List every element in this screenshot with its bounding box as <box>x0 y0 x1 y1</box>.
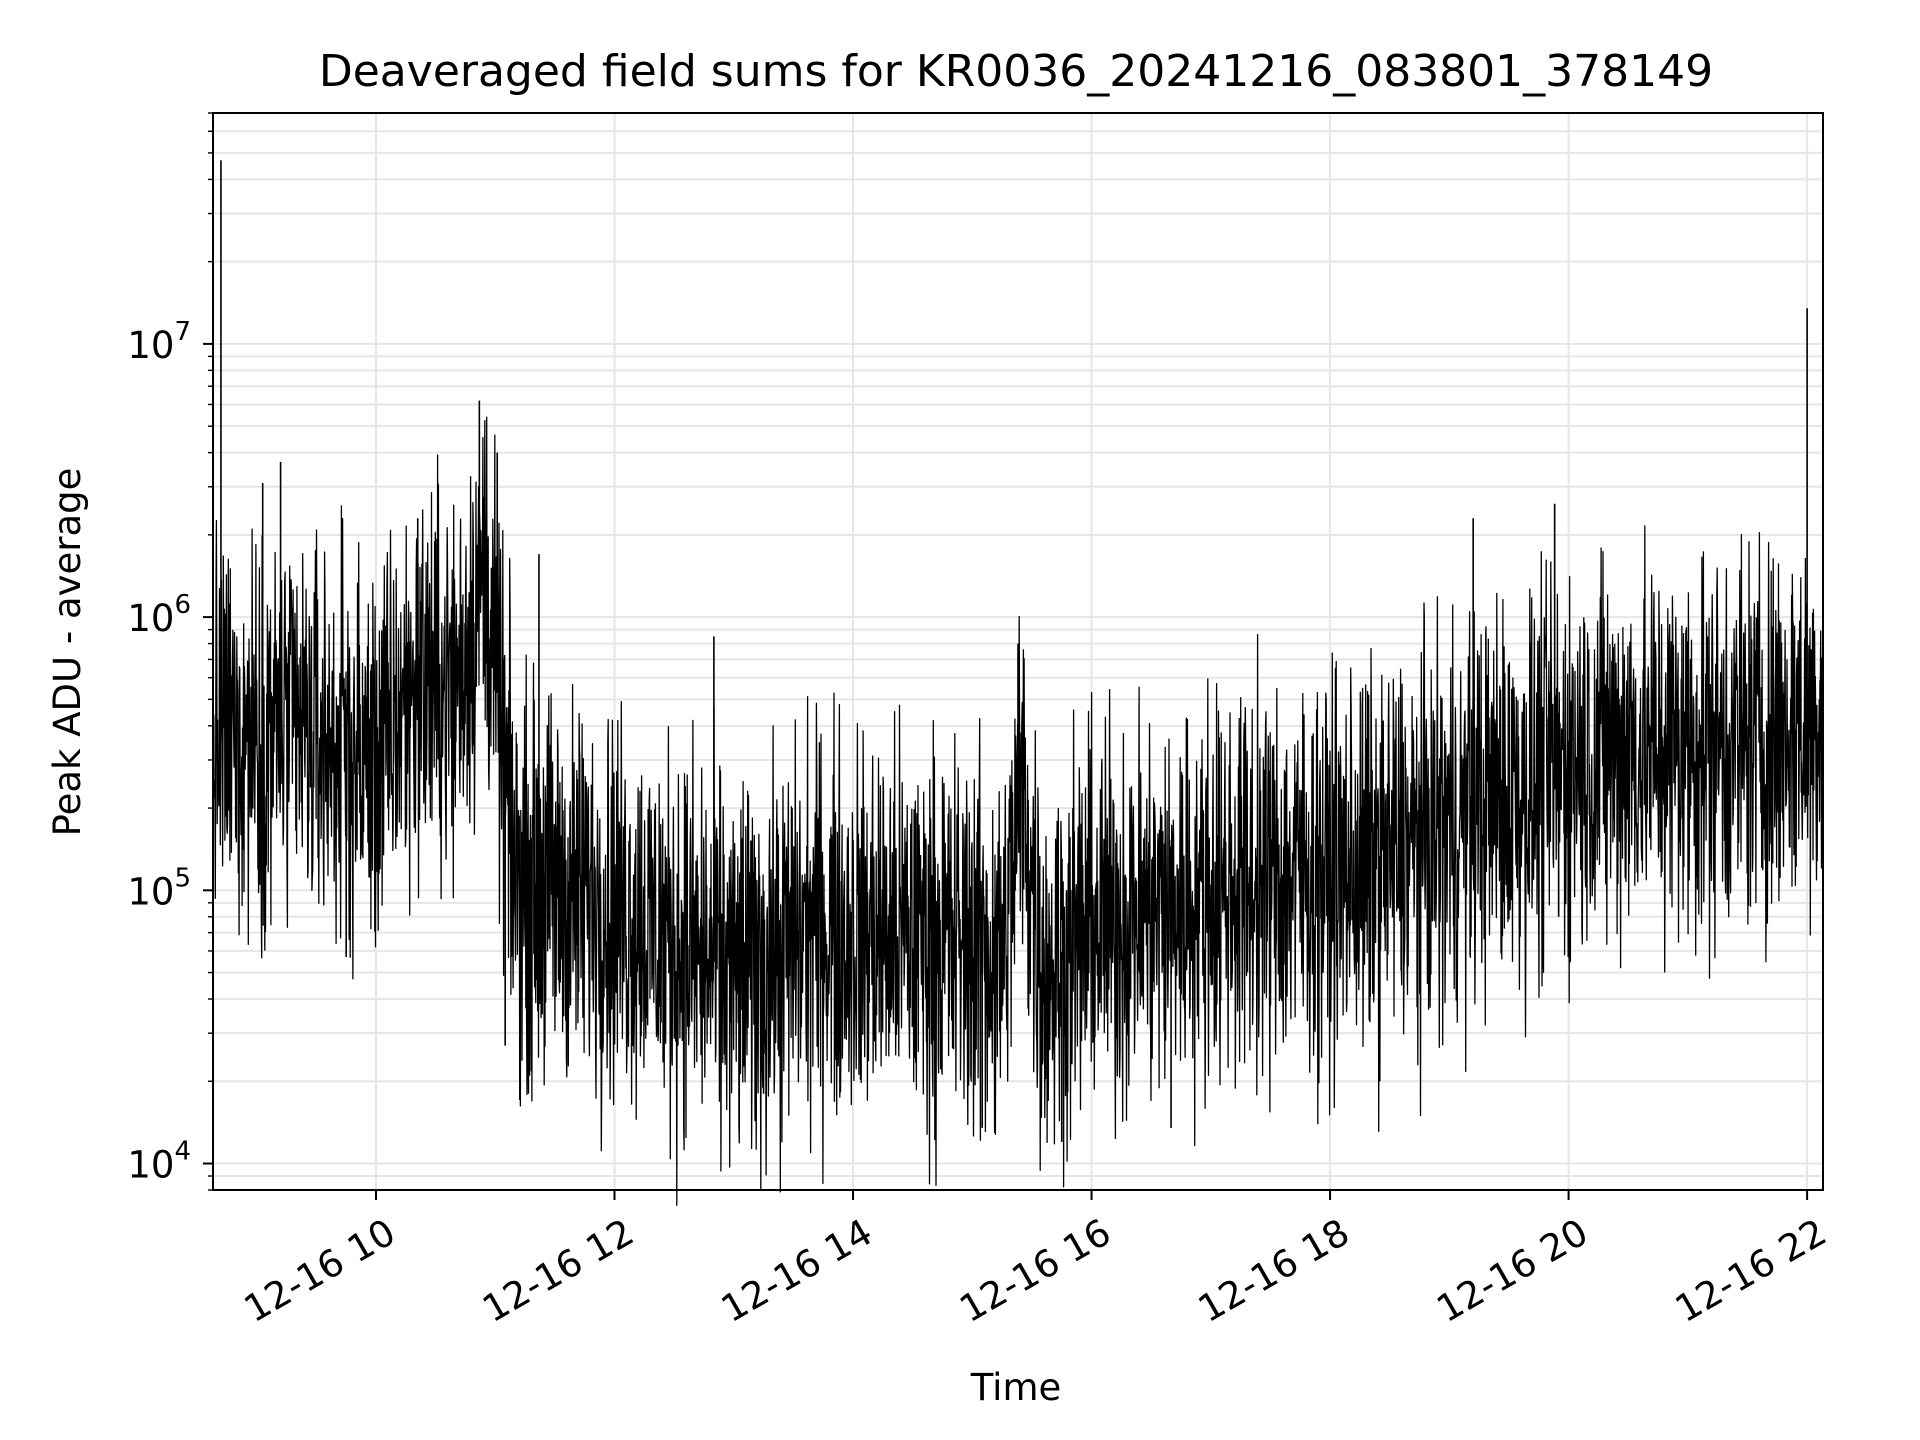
y-axis-label: Peak ADU - average <box>46 468 89 837</box>
plot-frame <box>212 112 1824 1191</box>
chart-title: Deaveraged field sums for KR0036_2024121… <box>319 46 1713 97</box>
plot-area <box>212 112 1824 1206</box>
series-spikes <box>220 160 1808 1142</box>
y-tick-label: 106 <box>127 590 191 640</box>
y-tick-label: 104 <box>127 1137 191 1187</box>
y-axis: 104 105 106 107 <box>127 112 213 1191</box>
y-tick-label: 107 <box>127 317 191 367</box>
x-axis-label: Time <box>970 1366 1062 1409</box>
y-tick-label: 105 <box>127 863 191 913</box>
